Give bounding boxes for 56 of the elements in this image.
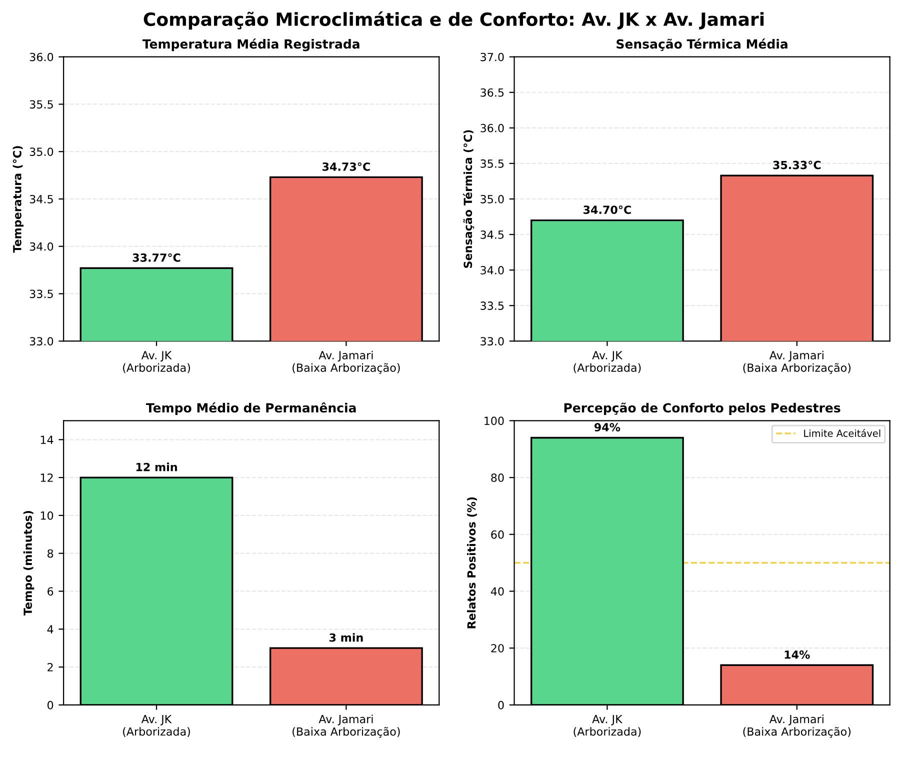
x-tick-label: Av. Jamari (Baixa Arborização) xyxy=(292,350,400,374)
y-tick-label: 14 xyxy=(40,436,54,444)
y-tick-label: 0 xyxy=(48,700,54,710)
y-tick-label: 60 xyxy=(491,530,504,539)
chart-title: Sensação Térmica Média xyxy=(616,38,788,51)
y-tick-label: 35.5 xyxy=(480,159,504,168)
y-tick-label: 34.0 xyxy=(480,266,504,274)
y-tick-label: 80 xyxy=(491,474,504,482)
y-tick-label: 33.5 xyxy=(30,290,53,298)
y-tick-label: 33.0 xyxy=(30,337,54,346)
y-tick-label: 2 xyxy=(48,663,53,672)
y-axis-title: Temperatura (°C) xyxy=(12,146,24,253)
y-tick-label: 34.0 xyxy=(30,242,54,251)
y-tick-label: 10 xyxy=(40,511,54,520)
y-axis-title: Tempo (minutos) xyxy=(23,510,34,616)
x-tick-label: Av. Jamari (Baixa Arborização) xyxy=(743,714,851,738)
y-tick-label: 34.5 xyxy=(30,194,53,204)
y-tick-label: 36.0 xyxy=(30,52,54,62)
chart-title: Temperatura Média Registrada xyxy=(142,38,360,52)
y-axis-title: Relatos Positivos (%) xyxy=(467,497,477,628)
x-tick-label: Av. JK (Arborizada) xyxy=(574,715,641,738)
y-tick-label: 37.0 xyxy=(480,52,504,62)
x-tick-label: Av. Jamari (Baixa Arborização) xyxy=(743,350,851,374)
data-label: 3 min xyxy=(329,633,363,642)
y-tick-label: 34.5 xyxy=(480,230,504,239)
y-tick-label: 40 xyxy=(490,587,504,596)
data-label: 94% xyxy=(594,423,620,432)
y-tick-label: 12 xyxy=(40,474,53,482)
y-tick-label: 35.0 xyxy=(30,148,54,156)
chart-title: Percepção de Conforto pelos Pedestres xyxy=(564,402,840,415)
y-tick-label: 0 xyxy=(498,700,504,710)
x-tick-label: Av. JK (Arborizada) xyxy=(123,351,190,374)
data-label: 12 min xyxy=(136,462,177,472)
data-label: 34.73°C xyxy=(322,162,370,171)
data-label: 35.33°C xyxy=(773,160,821,170)
y-tick-label: 35.0 xyxy=(480,194,504,204)
y-axis-title: Sensação Térmica (°C) xyxy=(463,130,474,268)
y-tick-label: 8 xyxy=(48,549,54,558)
y-tick-label: 20 xyxy=(491,644,504,652)
y-tick-label: 36.5 xyxy=(480,88,504,97)
x-tick-label: Av. JK (Arborizada) xyxy=(574,351,641,374)
data-label: 14% xyxy=(784,650,810,659)
x-tick-label: Av. Jamari (Baixa Arborização) xyxy=(292,714,400,738)
y-tick-label: 36.0 xyxy=(480,124,504,132)
y-tick-label: 33.5 xyxy=(480,302,504,310)
y-tick-label: 6 xyxy=(48,587,54,596)
text: Comparação Microclimática e de Conforto: Av. JK x Av. Jamari xyxy=(144,11,764,30)
data-label: 34.70°C xyxy=(584,205,631,214)
x-tick-label: Av. JK (Arborizada) xyxy=(123,715,190,738)
legend-label: Limite Aceitável xyxy=(804,429,880,437)
data-label: 33.77°C xyxy=(132,253,180,262)
y-tick-label: 35.5 xyxy=(30,100,53,109)
chart-title: Tempo Médio de Permanência xyxy=(146,402,356,415)
y-tick-label: 4 xyxy=(47,625,54,634)
y-tick-label: 33.0 xyxy=(480,337,504,346)
y-tick-label: 100 xyxy=(484,416,504,426)
